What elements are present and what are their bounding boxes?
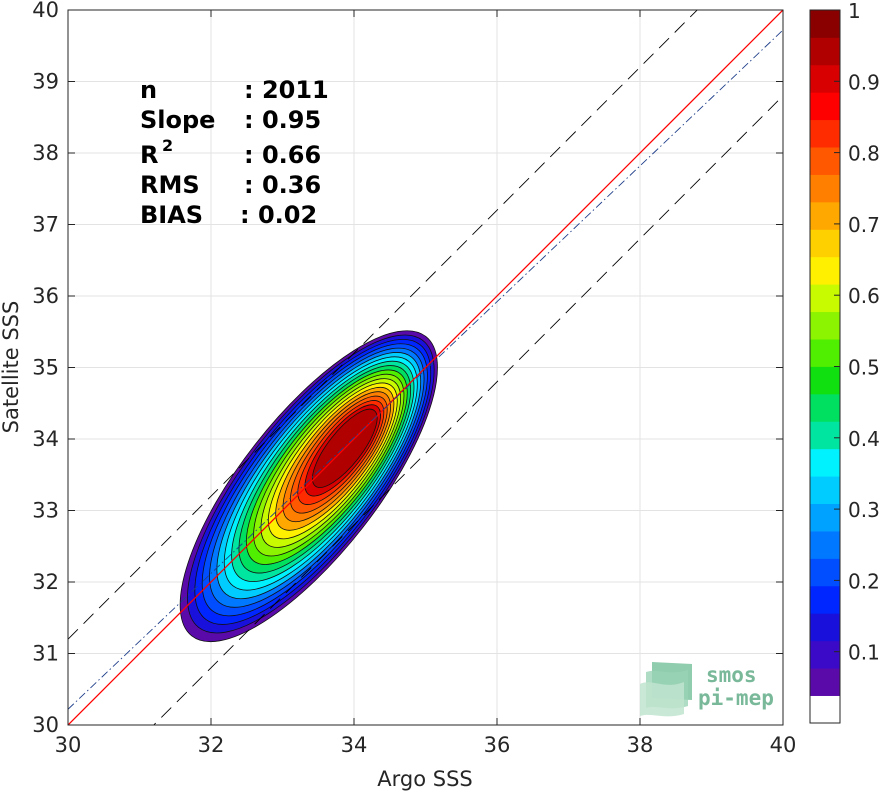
colorbar-band xyxy=(810,119,840,148)
x-axis-label: Argo SSS xyxy=(377,767,472,791)
x-tick-label: 32 xyxy=(198,733,225,757)
stat-slope-value: : 0.95 xyxy=(244,106,321,134)
colorbar-band xyxy=(810,640,840,669)
x-tick-label: 36 xyxy=(484,733,511,757)
y-tick-label: 36 xyxy=(32,284,59,308)
colorbar-band xyxy=(810,37,840,66)
stat-bias-label: BIAS xyxy=(140,201,203,229)
y-tick-label: 35 xyxy=(32,356,59,380)
y-tick-label: 33 xyxy=(32,499,59,523)
stat-slope-label: Slope xyxy=(140,106,215,134)
colorbar-band xyxy=(810,284,840,313)
y-tick-label: 32 xyxy=(32,570,59,594)
stat-r2-label: R xyxy=(140,141,158,169)
reference-line-1:1 xyxy=(68,10,783,725)
stat-rms-label: RMS xyxy=(140,171,200,199)
colorbar-band xyxy=(810,256,840,285)
stat-bias-value: : 0.02 xyxy=(240,201,317,229)
y-tick-label: 34 xyxy=(32,427,59,451)
y-tick-label: 38 xyxy=(32,141,59,165)
colorbar-tick-label: 0.8 xyxy=(848,142,880,166)
colorbar-band xyxy=(810,476,840,505)
colorbar-band xyxy=(810,339,840,367)
reference-line-upper-bound xyxy=(68,10,698,640)
colorbar-band xyxy=(810,531,840,559)
x-tick-label: 34 xyxy=(341,733,368,757)
colorbar-band xyxy=(810,448,840,477)
colorbar-tick-label: 0.3 xyxy=(848,498,880,522)
colorbar-tick-label: 0.9 xyxy=(848,70,880,94)
colorbar-tick-label: 0.2 xyxy=(848,569,880,593)
colorbar-band xyxy=(810,201,840,230)
y-tick-label: 40 xyxy=(32,0,59,22)
colorbar-band xyxy=(810,64,840,93)
colorbar-band xyxy=(810,229,840,258)
stat-n-label: n xyxy=(140,76,157,104)
stat-n-value: : 2011 xyxy=(244,76,329,104)
colorbar-band xyxy=(810,558,840,587)
colorbar-band xyxy=(810,393,840,422)
colorbar-band xyxy=(810,503,840,532)
smos-pi-mep-logo: smos pi-mep xyxy=(640,662,774,717)
colorbar-band xyxy=(810,668,840,696)
colorbar: 0.1 0.2 0.3 0.4 0.5 0.6 0.7 0.8 0.9 1 xyxy=(809,0,880,724)
axis-ticks: 30 32 34 36 38 40 30 31 32 33 34 35 36 37 38 39 40 xyxy=(32,0,796,757)
stats-box: n : 2011 Slope : 0.95 R 2 : 0.66 RMS : 0… xyxy=(140,76,329,229)
reference-lines xyxy=(68,10,783,725)
colorbar-tick-label: 0.7 xyxy=(848,213,880,237)
colorbar-tick-label: 1 xyxy=(848,0,861,23)
colorbar-band xyxy=(810,92,840,121)
reference-line-regression xyxy=(68,29,783,710)
colorbar-tick-label: 0.6 xyxy=(848,284,880,308)
logo-waves-icon xyxy=(640,662,692,717)
stat-r2-value: : 0.66 xyxy=(244,141,321,169)
y-tick-label: 37 xyxy=(32,213,59,237)
x-tick-label: 30 xyxy=(55,733,82,757)
colorbar-band xyxy=(810,10,840,38)
colorbar-band xyxy=(810,421,840,450)
colorbar-tick-label: 0.5 xyxy=(848,356,880,380)
y-tick-label: 39 xyxy=(32,70,59,94)
colorbar-band xyxy=(810,695,840,724)
colorbar-tick-label: 0.4 xyxy=(848,427,880,451)
logo-text-smos: smos xyxy=(706,663,757,687)
colorbar-band xyxy=(810,147,840,175)
y-axis-label: Satellite SSS xyxy=(0,301,23,434)
colorbar-band xyxy=(810,366,840,395)
colorbar-band xyxy=(810,585,840,614)
y-tick-label: 31 xyxy=(32,642,59,666)
colorbar-band xyxy=(810,311,840,340)
colorbar-band xyxy=(810,174,840,203)
x-tick-label: 40 xyxy=(770,733,797,757)
y-tick-label: 30 xyxy=(32,713,59,737)
colorbar-tick-label: 0.1 xyxy=(848,641,880,665)
logo-text-pi-mep: pi-mep xyxy=(698,686,774,710)
x-tick-label: 38 xyxy=(627,733,654,757)
stat-rms-value: : 0.36 xyxy=(244,171,321,199)
stat-r2-sup: 2 xyxy=(162,136,173,155)
reference-line-lower-bound xyxy=(153,95,783,725)
colorbar-band xyxy=(810,613,840,642)
